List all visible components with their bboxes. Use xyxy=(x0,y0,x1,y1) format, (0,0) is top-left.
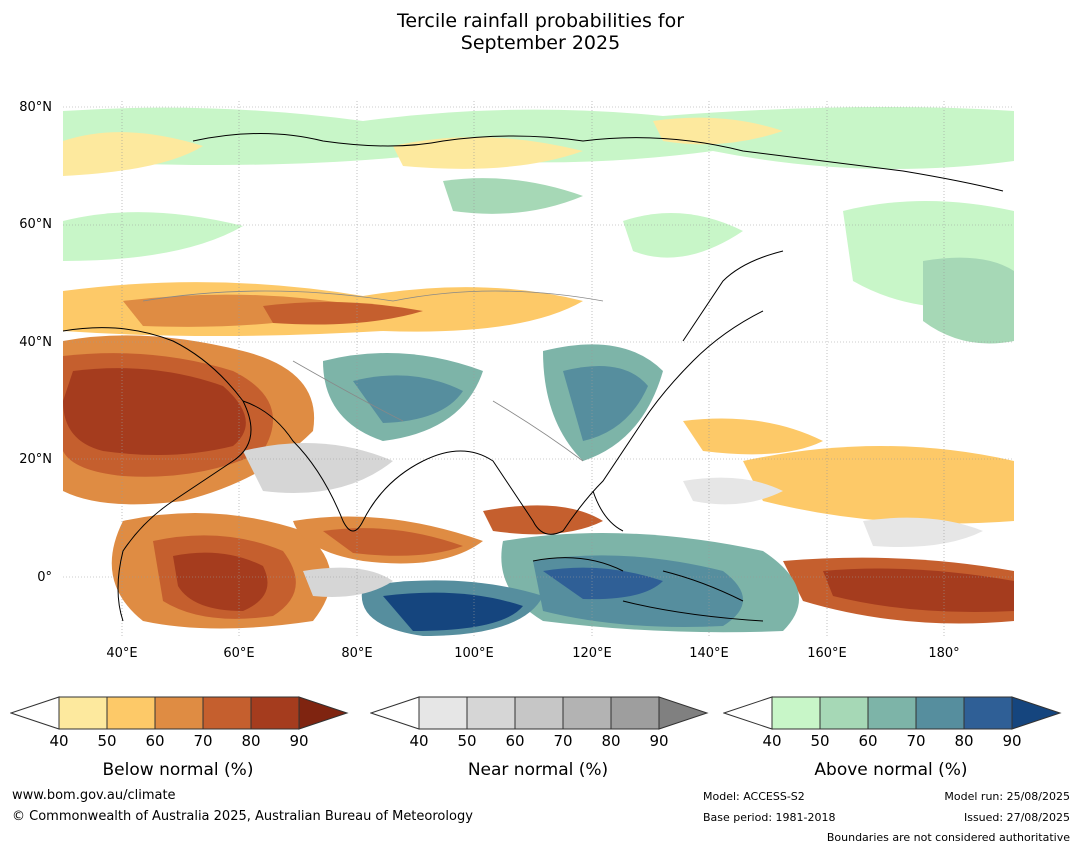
lat-label-80n: 80°N xyxy=(19,100,52,115)
lat-label-0: 0° xyxy=(37,570,52,585)
copyright-text: © Commonwealth of Australia 2025, Austra… xyxy=(12,809,473,824)
lat-label-60n: 60°N xyxy=(19,217,52,232)
tick: 50 xyxy=(457,732,477,750)
tick: 50 xyxy=(97,732,117,750)
tick: 60 xyxy=(505,732,525,750)
title-line-1: Tercile rainfall probabilities for xyxy=(396,10,685,32)
lat-label-20n: 20°N xyxy=(19,452,52,467)
lon-label-60e: 60°E xyxy=(223,646,255,661)
lon-label-140e: 140°E xyxy=(689,646,729,661)
tick: 40 xyxy=(409,732,429,750)
model-run-text: Model run: 25/08/2025 xyxy=(944,790,1070,803)
tick: 60 xyxy=(858,732,878,750)
model-text: Model: ACCESS-S2 xyxy=(703,790,805,803)
tick: 90 xyxy=(649,732,669,750)
base-period-text: Base period: 1981-2018 xyxy=(703,811,836,824)
tick: 40 xyxy=(49,732,69,750)
probability-map xyxy=(63,101,1014,636)
website-link[interactable]: www.bom.gov.au/climate xyxy=(12,788,176,803)
tick: 80 xyxy=(601,732,621,750)
colorbar-near-label: Near normal (%) xyxy=(467,760,609,780)
tick: 50 xyxy=(810,732,830,750)
tick: 60 xyxy=(145,732,165,750)
lon-label-180: 180° xyxy=(928,646,960,661)
tick: 80 xyxy=(954,732,974,750)
tick: 70 xyxy=(553,732,573,750)
tick: 70 xyxy=(193,732,213,750)
tick: 90 xyxy=(289,732,309,750)
tick: 40 xyxy=(762,732,782,750)
tick: 70 xyxy=(906,732,926,750)
colorbar-above-swatches xyxy=(722,696,1062,730)
colorbar-below-label: Below normal (%) xyxy=(102,760,254,780)
colorbar-near-swatches xyxy=(369,696,709,730)
colorbar-above-label: Above normal (%) xyxy=(814,760,968,780)
colorbar-below-normal: 40 50 60 70 80 90 xyxy=(9,696,350,750)
lon-label-160e: 160°E xyxy=(807,646,847,661)
lon-label-100e: 100°E xyxy=(454,646,494,661)
title-line-2: September 2025 xyxy=(460,32,621,54)
lon-label-40e: 40°E xyxy=(106,646,138,661)
colorbar-below-swatches xyxy=(9,696,349,730)
lon-label-120e: 120°E xyxy=(572,646,612,661)
lat-label-40n: 40°N xyxy=(19,335,52,350)
tick: 80 xyxy=(241,732,261,750)
tick: 90 xyxy=(1002,732,1022,750)
map-canvas xyxy=(63,101,1014,636)
issued-text: Issued: 27/08/2025 xyxy=(963,811,1070,824)
colorbar-near-normal: 40 50 60 70 80 90 xyxy=(369,696,710,750)
map-title: Tercile rainfall probabilities for Septe… xyxy=(0,10,1081,54)
disclaimer-text: Boundaries are not considered authoritat… xyxy=(826,831,1070,844)
colorbar-above-normal: 40 50 60 70 80 90 xyxy=(722,696,1063,750)
lon-label-80e: 80°E xyxy=(341,646,373,661)
